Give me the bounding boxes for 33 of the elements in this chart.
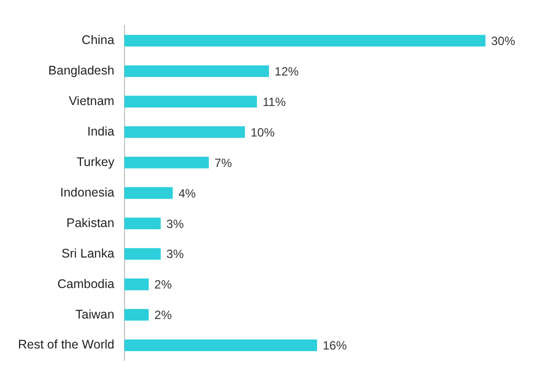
data-label: 3% bbox=[166, 216, 184, 231]
y-tick-label: Vietnam bbox=[68, 94, 114, 108]
data-label: 2% bbox=[154, 278, 172, 292]
y-tick-label: Cambodia bbox=[57, 276, 114, 291]
data-label: 11% bbox=[262, 94, 286, 109]
y-tick-label: Pakistan bbox=[66, 216, 114, 230]
data-label: 2% bbox=[154, 308, 172, 322]
data-label: 30% bbox=[491, 34, 516, 48]
y-tick-label: Taiwan bbox=[75, 307, 114, 322]
bar bbox=[124, 308, 149, 321]
bar bbox=[124, 339, 318, 352]
bar bbox=[124, 34, 486, 47]
y-tick-label: China bbox=[82, 33, 114, 48]
bar bbox=[124, 248, 161, 260]
data-label: 12% bbox=[274, 64, 299, 78]
y-tick-label: Sri Lanka bbox=[62, 246, 114, 260]
data-label: 7% bbox=[214, 156, 232, 170]
bar bbox=[124, 278, 149, 290]
bar bbox=[124, 126, 245, 138]
bar bbox=[124, 96, 257, 108]
y-tick-label: Turkey bbox=[76, 155, 116, 169]
y-tick-label: Rest of the World bbox=[18, 338, 114, 352]
bar bbox=[124, 218, 161, 230]
data-label: 16% bbox=[322, 338, 348, 353]
y-tick-label: Bangladesh bbox=[48, 64, 114, 78]
y-tick-label: India bbox=[87, 124, 114, 139]
bar bbox=[124, 187, 173, 199]
bar bbox=[124, 65, 269, 78]
bar bbox=[124, 156, 209, 168]
data-label: 4% bbox=[178, 186, 196, 200]
data-label: 3% bbox=[166, 247, 184, 262]
data-label: 10% bbox=[250, 125, 275, 140]
y-tick-label: Indonesia bbox=[60, 185, 114, 200]
